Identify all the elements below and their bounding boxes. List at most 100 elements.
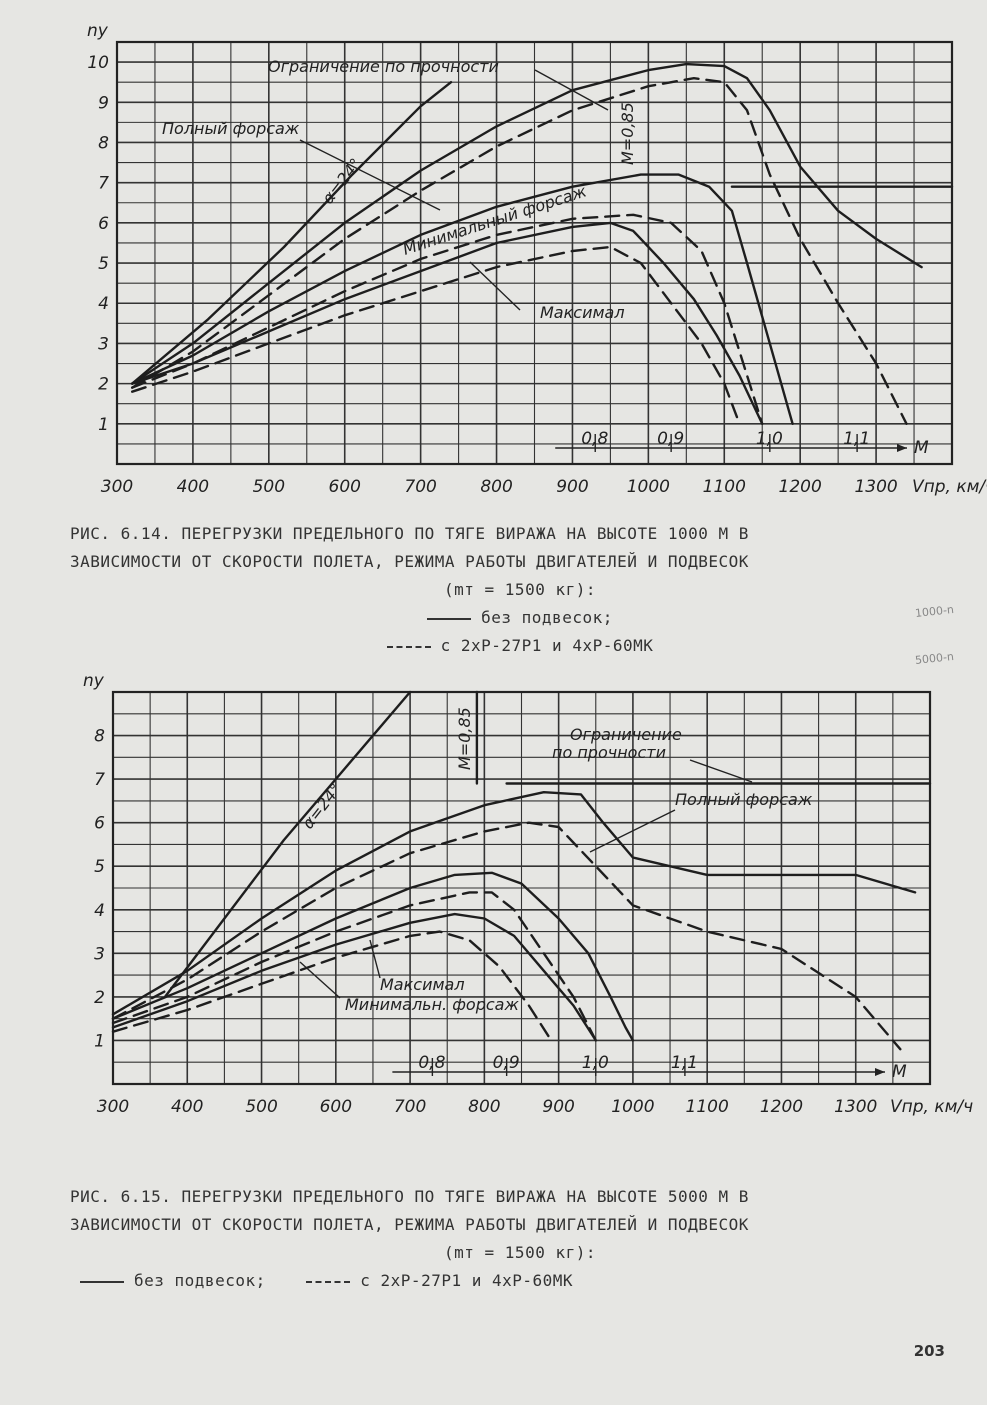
mach-tick-label: 0,9: [657, 429, 684, 449]
x-axis-label: Vпр, км/ч: [890, 1097, 973, 1117]
series-line: [130, 245, 741, 425]
figure1-caption-line2: ЗАВИСИМОСТИ ОТ СКОРОСТИ ПОЛЕТА, РЕЖИМА Р…: [70, 552, 749, 571]
x-tick-label: 1000: [611, 1097, 654, 1117]
x-tick-label: 1300: [834, 1097, 877, 1117]
x-tick-label: 800: [468, 1097, 500, 1117]
mach-tick-label: 0,8: [581, 429, 608, 449]
y-tick-label: 4: [94, 901, 105, 921]
y-tick-label: 8: [98, 133, 109, 153]
y-tick-label: 3: [98, 334, 109, 354]
chart-annotation: M=0,85: [618, 102, 637, 165]
plot-frame: [111, 690, 932, 1086]
mach-tick-label: 1,0: [756, 429, 783, 449]
annotation-leader: [534, 69, 609, 111]
mach-tick-label: 0,8: [418, 1053, 445, 1073]
y-tick-label: 10: [87, 53, 109, 73]
figure2-legend: без подвесок; с 2хР-27Р1 и 4хР-60МК: [70, 1267, 970, 1295]
plot-frame: [115, 40, 954, 466]
series-line: [111, 871, 635, 1042]
series-line: [130, 173, 794, 425]
figure1-legend-solid-text: без подвесок;: [481, 608, 613, 627]
chart-grid: [112, 691, 931, 1085]
figure1-caption: РИС. 6.14. ПЕРЕГРУЗКИ ПРЕДЕЛЬНОГО ПО ТЯГ…: [70, 520, 970, 660]
series-line: [130, 213, 764, 425]
x-axis-label: Vпр, км/ч: [912, 477, 987, 497]
chart-annotation: по прочности: [552, 743, 666, 762]
x-tick-label: 1000: [627, 477, 670, 497]
x-tick-label: 600: [329, 477, 361, 497]
chart-figure-6-14: 300 400 500 600 700 800 900 1000 1100 1200 1300 1 2 3…: [87, 21, 987, 497]
chart-annotation: Максимал: [380, 975, 465, 994]
x-tick-label: 700: [404, 477, 436, 497]
chart-annotation: Минимальн. форсаж: [345, 995, 519, 1014]
x-tick-label: 500: [253, 477, 285, 497]
figure2-caption-line1: РИС. 6.15. ПЕРЕГРУЗКИ ПРЕДЕЛЬНОГО ПО ТЯГ…: [70, 1187, 749, 1206]
mach-tick-label: 1,1: [671, 1053, 698, 1073]
series-line: [111, 891, 597, 1042]
solid-line-sample: [80, 1280, 124, 1283]
chart-annotation: Ограничение по прочности: [268, 57, 499, 76]
mach-scale-label: M: [914, 438, 929, 458]
x-tick-label: 500: [245, 1097, 277, 1117]
chart-annotation: Максимал: [540, 303, 625, 322]
mach-scale-label: M: [892, 1062, 907, 1082]
y-tick-label: 5: [98, 254, 109, 274]
chart-grid: [116, 41, 953, 465]
series-line: [111, 821, 902, 1051]
chart-annotation: α=24°: [298, 780, 345, 833]
chart-annotation: Полный форсаж: [675, 790, 813, 809]
y-tick-label: 7: [98, 174, 109, 194]
page-number: 203: [913, 1342, 945, 1360]
y-tick-label: 8: [94, 727, 105, 747]
figure1-caption-line1: РИС. 6.14. ПЕРЕГРУЗКИ ПРЕДЕЛЬНОГО ПО ТЯГ…: [70, 524, 749, 543]
figure1-legend-solid: без подвесок;: [70, 604, 970, 632]
y-tick-label: 1: [98, 415, 109, 435]
x-tick-label: 400: [171, 1097, 203, 1117]
figure1-caption-line3: (mт = 1500 кг):: [444, 580, 596, 599]
x-tick-label: 900: [556, 477, 588, 497]
y-tick-label: 2: [94, 988, 105, 1008]
x-tick-label: 300: [101, 477, 133, 497]
x-tick-label: 1100: [686, 1097, 729, 1117]
x-tick-label: 700: [394, 1097, 426, 1117]
series-line: [163, 690, 412, 999]
annotation-leader: [689, 759, 753, 783]
figure2-caption-line2: ЗАВИСИМОСТИ ОТ СКОРОСТИ ПОЛЕТА, РЕЖИМА Р…: [70, 1215, 749, 1234]
figure2-caption: РИС. 6.15. ПЕРЕГРУЗКИ ПРЕДЕЛЬНОГО ПО ТЯГ…: [70, 1183, 970, 1295]
y-tick-label: 3: [94, 944, 105, 964]
dashed-line-sample: [386, 645, 431, 648]
series-line: [111, 912, 597, 1042]
figure1-legend-dashed-text: с 2хР-27Р1 и 4хР-60МК: [440, 636, 654, 655]
chart-annotation: Минимальный форсаж: [400, 181, 589, 259]
annotation-leader: [369, 939, 381, 979]
y-tick-label: 1: [94, 1031, 105, 1051]
series-line: [130, 62, 923, 385]
dashed-line-sample: [306, 1280, 351, 1283]
mach-tick-label: 1,1: [843, 429, 870, 449]
y-tick-label: 9: [98, 93, 109, 113]
x-tick-label: 1200: [779, 477, 822, 497]
series-line: [130, 80, 453, 385]
annotation-leader: [469, 261, 521, 311]
x-tick-label: 1200: [760, 1097, 803, 1117]
chart-annotation: Ограничение: [570, 725, 682, 744]
series-line: [111, 930, 553, 1042]
figure2-legend-dashed-text: с 2хР-27Р1 и 4хР-60МК: [360, 1271, 574, 1290]
y-tick-label: 4: [98, 294, 109, 314]
figure2-caption-line3: (mт = 1500 кг):: [444, 1243, 596, 1262]
x-tick-label: 400: [177, 477, 209, 497]
y-tick-label: 2: [98, 375, 109, 395]
chart-annotation: Полный форсаж: [162, 119, 300, 138]
mach-arrow-icon: [875, 1068, 885, 1076]
annotation-leader: [299, 139, 441, 211]
series-line: [130, 221, 764, 425]
y-tick-label: 5: [94, 857, 105, 877]
series-line: [130, 76, 908, 425]
annotation-leader: [299, 961, 341, 999]
x-tick-label: 800: [480, 477, 512, 497]
y-tick-label: 6: [98, 214, 109, 234]
chart-figure-6-15: 300 400 500 600 700 800 900 1000 1100 1200 1300 1 2 3…: [83, 671, 973, 1117]
y-axis-label: ny: [83, 671, 105, 691]
x-tick-label: 300: [97, 1097, 129, 1117]
